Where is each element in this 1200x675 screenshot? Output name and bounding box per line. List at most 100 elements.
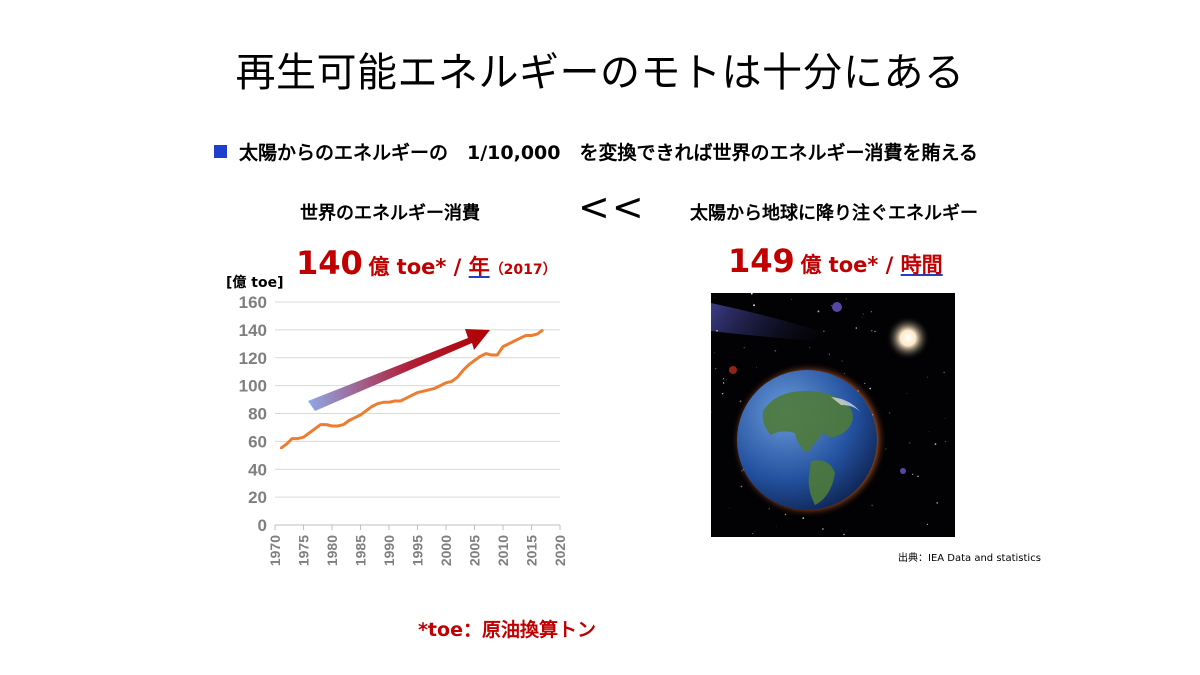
data-point [302, 436, 305, 438]
y-tick-label: 100 [239, 377, 267, 396]
data-point [445, 382, 447, 384]
data-point [485, 352, 487, 355]
star [768, 508, 770, 510]
data-point [433, 387, 436, 390]
data-point [399, 400, 402, 402]
trend-arrow [308, 329, 490, 411]
star [828, 353, 830, 355]
star [871, 329, 873, 332]
star [714, 367, 717, 370]
data-point [342, 423, 345, 426]
data-point [422, 390, 424, 392]
star [809, 346, 811, 349]
star [756, 366, 757, 368]
star [722, 378, 724, 380]
trend-arrow-shape [308, 329, 490, 411]
slide-title: 再生可能エネルギーのモトは十分にある [235, 50, 965, 96]
data-point [388, 401, 390, 404]
star [944, 418, 946, 419]
data-point [405, 397, 407, 399]
data-point [308, 432, 310, 434]
earth-space-image [711, 293, 955, 537]
star [753, 304, 755, 307]
data-point [382, 401, 385, 404]
y-tick-label: 80 [248, 405, 267, 424]
square-bullet-icon [214, 145, 227, 158]
consumption-unit: 億 toe* / [368, 255, 469, 279]
data-point [319, 423, 322, 426]
star [889, 412, 891, 414]
star [936, 502, 939, 504]
sun-icon [886, 316, 930, 360]
x-tick-label: 2020 [552, 535, 568, 566]
star [911, 473, 914, 475]
star [871, 504, 873, 506]
solar-unit: 億 toe* / [800, 253, 901, 277]
star [713, 352, 715, 354]
data-point [365, 409, 367, 412]
star [874, 330, 876, 333]
series-line [279, 328, 544, 450]
world-consumption-label: 世界のエネルギー消費 [300, 203, 480, 224]
data-point [354, 416, 356, 419]
x-tick-label: 2000 [438, 535, 454, 566]
data-point [439, 384, 442, 387]
consumption-period: 年 [468, 255, 490, 279]
data-point [468, 363, 470, 366]
star [791, 299, 793, 301]
world-consumption-value: 140 億 toe* / 年（2017） [296, 244, 557, 282]
data-point [314, 428, 316, 430]
x-tick-label: 1990 [381, 535, 397, 566]
energy-consumption-chart: 0 20 40 60 80 100 120 140 160 1970 1975 1980 1985 199… [239, 293, 568, 566]
x-tick-label: 1995 [410, 535, 426, 566]
data-point [359, 414, 362, 416]
star [845, 298, 847, 300]
star [909, 442, 911, 444]
star [716, 329, 718, 332]
comparison-symbol: << [578, 185, 646, 229]
star [721, 392, 724, 395]
consumption-number: 140 [296, 244, 363, 282]
star [869, 387, 872, 390]
x-tick-label: 1980 [324, 535, 340, 566]
x-tick-label: 1975 [296, 535, 312, 566]
star [917, 475, 919, 477]
star [943, 371, 945, 373]
y-axis-unit-label: [億 toe] [226, 275, 284, 291]
y-tick-label: 60 [248, 432, 267, 451]
chart-grid [275, 301, 560, 498]
data-source: 出典：IEA Data and statistics [898, 553, 1041, 564]
data-point [456, 376, 459, 379]
x-tick-label: 2010 [495, 535, 511, 566]
star [906, 393, 908, 394]
toe-footnote: *toe：原油換算トン [418, 619, 596, 641]
star [861, 316, 863, 318]
star [841, 360, 843, 362]
star [926, 523, 928, 525]
data-point [348, 419, 350, 422]
x-tick-label: 2015 [524, 535, 540, 566]
y-tick-label: 0 [258, 516, 267, 535]
chart-series-layer [279, 328, 544, 450]
star [855, 327, 858, 329]
data-point [376, 402, 379, 405]
y-tick-label: 20 [248, 488, 267, 507]
y-tick-label: 140 [239, 321, 267, 340]
data-point [473, 359, 476, 362]
star [711, 411, 712, 413]
data-point [502, 345, 504, 348]
star [934, 443, 937, 445]
star [743, 346, 745, 349]
data-point [393, 400, 396, 402]
bullet-text: 太陽からのエネルギーの 1/10,000 を変換できれば世界のエネルギー消費を賄… [239, 142, 978, 164]
data-point [496, 354, 499, 356]
star [740, 485, 743, 488]
data-point [450, 380, 453, 383]
star [774, 349, 777, 352]
data-point [490, 354, 493, 356]
data-point [279, 447, 282, 450]
star [722, 382, 725, 384]
solar-period: 時間 [900, 253, 943, 277]
star [864, 382, 866, 384]
data-point [297, 437, 299, 440]
